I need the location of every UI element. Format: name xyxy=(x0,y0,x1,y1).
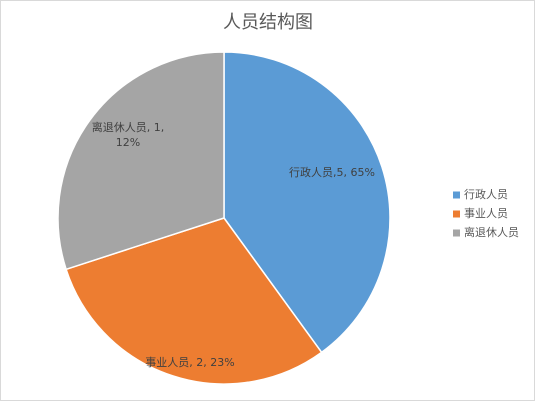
pie-slice xyxy=(57,51,225,271)
legend-swatch xyxy=(453,210,460,218)
pie-slice xyxy=(65,217,323,385)
legend-swatch xyxy=(453,191,460,199)
data-label: 行政人员,5, 65% xyxy=(289,166,375,179)
legend-swatch xyxy=(453,229,460,237)
data-label: 事业人员, 2, 23% xyxy=(145,356,235,369)
data-label: 离退休人员, 1, 12% xyxy=(91,121,165,149)
legend-label: 行政人员 xyxy=(464,187,508,201)
chart-title: 人员结构图 xyxy=(223,12,313,33)
pie-slice xyxy=(223,51,391,354)
legend-label: 事业人员 xyxy=(464,207,508,220)
legend-label: 离退休人员 xyxy=(464,225,519,239)
